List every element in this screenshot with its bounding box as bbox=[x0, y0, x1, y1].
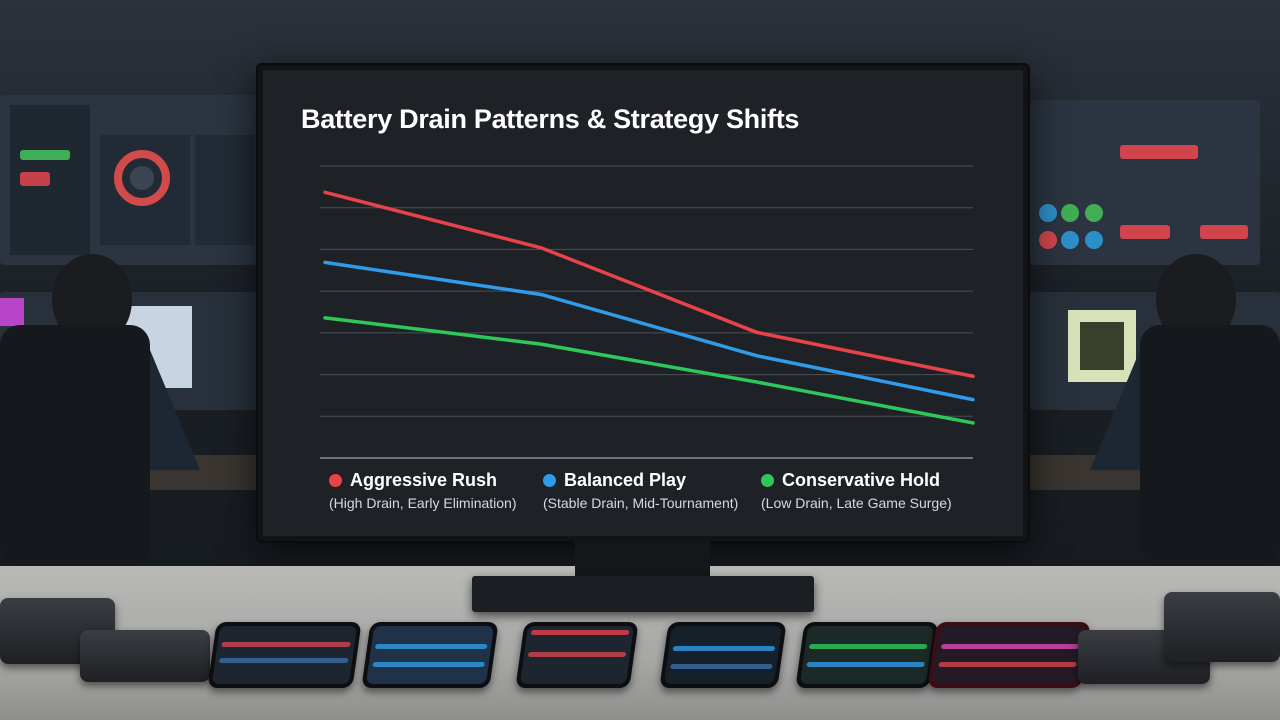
chart-title: Battery Drain Patterns & Strategy Shifts bbox=[301, 104, 800, 134]
smartphone bbox=[795, 622, 939, 688]
legend-note: (High Drain, Early Elimination) bbox=[329, 495, 517, 511]
legend-label: Balanced Play bbox=[564, 470, 687, 490]
gaming-chair-left bbox=[0, 325, 150, 565]
series-line-balanced-play bbox=[323, 260, 975, 402]
legend-note: (Low Drain, Late Game Surge) bbox=[761, 495, 952, 511]
legend-item-aggressive-rush: Aggressive Rush (High Drain, Early Elimi… bbox=[329, 470, 517, 511]
legend-swatch bbox=[761, 474, 774, 487]
person-left bbox=[52, 254, 132, 346]
smartphone bbox=[927, 622, 1091, 688]
background-monitor-right bbox=[1030, 100, 1260, 265]
person-right bbox=[1156, 254, 1236, 346]
smartphone bbox=[659, 622, 787, 688]
series-line-aggressive-rush bbox=[323, 190, 975, 378]
line-chart bbox=[320, 165, 975, 459]
legend-note: (Stable Drain, Mid-Tournament) bbox=[543, 495, 739, 511]
smartphone bbox=[515, 622, 639, 688]
legend-label: Aggressive Rush bbox=[350, 470, 498, 490]
main-monitor: Battery Drain Patterns & Strategy Shifts… bbox=[258, 65, 1028, 541]
power-bank bbox=[80, 630, 210, 682]
legend-item-balanced-play: Balanced Play (Stable Drain, Mid-Tournam… bbox=[543, 470, 738, 511]
legend-swatch bbox=[543, 474, 556, 487]
series-line-conservative-hold bbox=[323, 316, 975, 425]
chart-screen: Battery Drain Patterns & Strategy Shifts… bbox=[263, 70, 1023, 536]
legend-swatch bbox=[329, 474, 342, 487]
smartphone bbox=[361, 622, 499, 688]
legend-item-conservative-hold: Conservative Hold (Low Drain, Late Game … bbox=[761, 470, 952, 511]
legend-label: Conservative Hold bbox=[782, 470, 941, 490]
power-bank bbox=[1164, 592, 1280, 662]
gaming-chair-right bbox=[1140, 325, 1280, 565]
chart-legend: Aggressive Rush (High Drain, Early Elimi… bbox=[263, 470, 1023, 530]
smartphone bbox=[207, 622, 362, 688]
monitor-stand-base bbox=[472, 576, 814, 612]
